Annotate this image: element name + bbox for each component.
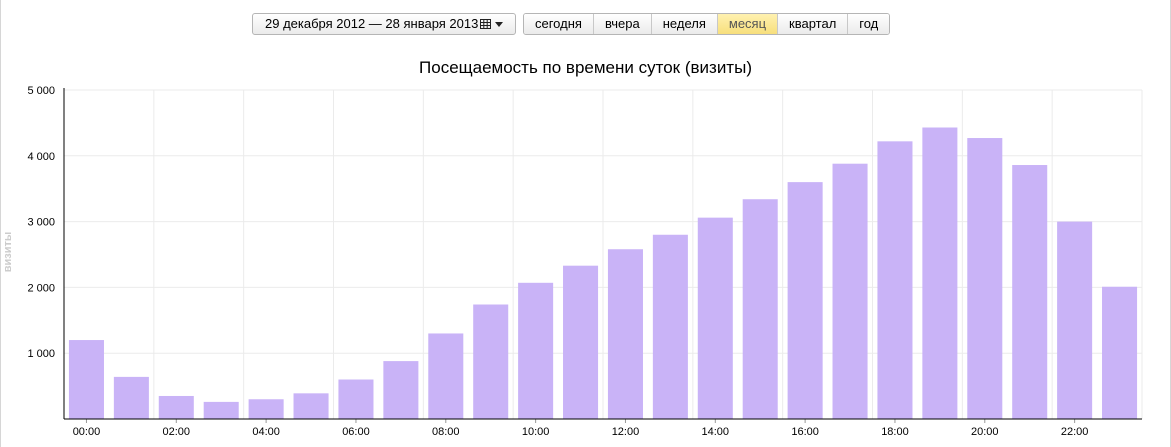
period-tab-4[interactable]: квартал xyxy=(777,14,848,34)
bar xyxy=(832,163,868,419)
y-tick-label: 3 000 xyxy=(27,217,55,229)
bar xyxy=(338,379,374,419)
date-range-label: 29 декабря 2012 — 28 января 2013 xyxy=(265,16,479,31)
bar xyxy=(203,401,239,419)
period-tabs: сегодня вчера неделя месяц квартал год xyxy=(523,13,891,35)
x-tick-label: 02:00 xyxy=(163,426,191,438)
y-tick-label: 2 000 xyxy=(27,282,55,294)
bar xyxy=(518,282,554,419)
x-tick-label: 12:00 xyxy=(612,426,640,438)
period-tab-2[interactable]: неделя xyxy=(650,14,717,34)
bar xyxy=(1102,286,1138,419)
period-tab-0[interactable]: сегодня xyxy=(524,14,593,34)
y-tick-label: 5 000 xyxy=(27,85,55,97)
date-range-picker[interactable]: 29 декабря 2012 — 28 января 2013 xyxy=(252,13,516,35)
period-tab-3[interactable]: месяц xyxy=(716,14,778,34)
bar xyxy=(563,265,599,419)
x-tick-label: 10:00 xyxy=(522,426,550,438)
bar xyxy=(293,393,329,419)
bar xyxy=(1012,165,1048,419)
x-tick-label: 20:00 xyxy=(971,426,999,438)
bar xyxy=(383,361,419,419)
bar xyxy=(742,199,778,419)
bar xyxy=(877,141,913,419)
bar xyxy=(1057,221,1093,419)
bar xyxy=(68,340,104,419)
x-tick-label: 14:00 xyxy=(702,426,730,438)
bar xyxy=(428,333,464,419)
y-tick-label: 1 000 xyxy=(27,348,55,360)
chevron-down-icon xyxy=(495,22,503,27)
x-tick-label: 04:00 xyxy=(252,426,280,438)
bar xyxy=(922,127,958,420)
x-tick-label: 08:00 xyxy=(432,426,460,438)
chart-title: Посещаемость по времени суток (визиты) xyxy=(419,58,752,77)
x-tick-label: 22:00 xyxy=(1061,426,1089,438)
toolbar: 29 декабря 2012 — 28 января 2013 сегодня… xyxy=(0,13,1171,37)
y-tick-label: 4 000 xyxy=(27,151,55,163)
x-tick-label: 18:00 xyxy=(881,426,909,438)
bar xyxy=(158,395,194,419)
bar xyxy=(248,399,284,419)
x-tick-label: 00:00 xyxy=(73,426,101,438)
bar xyxy=(787,182,823,419)
bar xyxy=(113,376,149,419)
bar xyxy=(473,304,509,419)
bar xyxy=(967,138,1003,419)
x-tick-label: 06:00 xyxy=(342,426,370,438)
calendar-icon xyxy=(480,19,491,29)
bar xyxy=(652,234,688,419)
bar xyxy=(697,217,733,419)
period-tab-5[interactable]: год xyxy=(847,14,890,34)
frame-left-border xyxy=(0,0,1,447)
period-tab-1[interactable]: вчера xyxy=(592,14,651,34)
bar xyxy=(607,249,643,419)
x-tick-label: 16:00 xyxy=(791,426,819,438)
